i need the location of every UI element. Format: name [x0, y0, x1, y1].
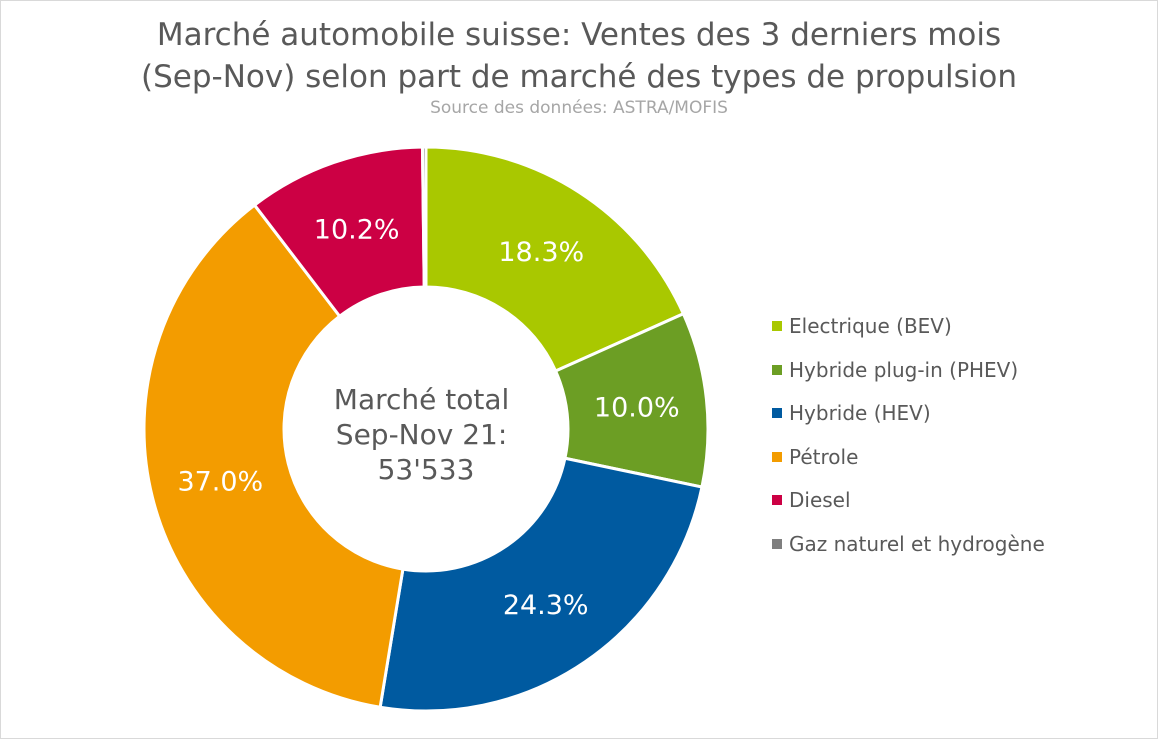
- legend-label: Electrique (BEV): [789, 314, 952, 338]
- donut-slices: [142, 145, 710, 713]
- legend-label: Pétrole: [789, 444, 859, 469]
- chart-title: Marché automobile suisse: Ventes des 3 d…: [0, 14, 1158, 98]
- center-label: Marché total Sep-Nov 21: 53'533: [334, 383, 518, 486]
- donut-slice-5: [420, 145, 428, 289]
- slice-data-label-1: 10.0%: [594, 392, 680, 423]
- slice-labels: 18.3% 10.0% 24.3% 37.0% 10.2%: [177, 215, 679, 621]
- legend-swatch: [772, 408, 782, 419]
- legend-label: Hybride plug-in (PHEV): [789, 357, 1019, 382]
- center-label-line-2: Sep-Nov 21:: [336, 418, 508, 451]
- chart-title-line-1: Marché automobile suisse: Ventes des 3 d…: [156, 17, 1002, 53]
- legend-label: Diesel: [789, 488, 851, 513]
- chart-subtitle: Source des données: ASTRA/MOFIS: [430, 98, 728, 118]
- legend-label: Gaz naturel et hydrogène: [789, 531, 1045, 556]
- donut-slice-3: [142, 202, 405, 709]
- chart-title-line-2: (Sep-Nov) selon part de marché des types…: [140, 59, 1017, 95]
- slice-data-label-2: 24.3%: [503, 590, 589, 621]
- legend-swatch: [772, 451, 782, 462]
- legend-swatch: [772, 321, 782, 331]
- donut-slice-2: [378, 456, 704, 713]
- donut-slice-0: [424, 145, 686, 373]
- center-label-line-1: Marché total: [334, 383, 510, 416]
- slice-data-label-0: 18.3%: [498, 237, 584, 268]
- slice-data-label-4: 10.2%: [314, 215, 400, 246]
- legend-swatch: [772, 364, 782, 375]
- center-label-line-3: 53'533: [378, 453, 475, 486]
- legend-swatch: [772, 495, 782, 506]
- slice-data-label-3: 37.0%: [177, 466, 263, 497]
- legend-label: Hybride (HEV): [789, 401, 931, 426]
- legend-swatch: [772, 538, 782, 549]
